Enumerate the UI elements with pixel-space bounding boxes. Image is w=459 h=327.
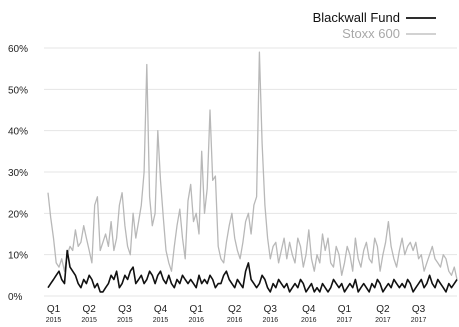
x-tick-quarter: Q2 (83, 304, 97, 315)
legend-label: Stoxx 600 (342, 26, 400, 41)
x-tick-quarter: Q2 (376, 304, 390, 315)
series-line-stoxx-600 (47, 51, 458, 280)
x-tick-quarter: Q1 (338, 304, 352, 315)
y-tick-label: 30% (8, 168, 28, 179)
series-line-blackwall-fund (47, 249, 458, 293)
x-tick-year: 2016 (188, 317, 204, 324)
x-tick-quarter: Q4 (302, 304, 316, 315)
x-tick-quarter: Q1 (190, 304, 204, 315)
gridlines (44, 47, 457, 297)
x-tick-year: 2015 (153, 317, 169, 324)
x-tick-year: 2016 (263, 317, 279, 324)
x-tick-year: 2015 (46, 317, 62, 324)
x-axis-ticks: Q1 2015 Q2 2015 Q3 2015 Q4 2015 Q1 2016 Q2 2016 Q3 20… (46, 304, 427, 324)
legend-label: Blackwall Fund (313, 10, 400, 25)
x-tick-quarter: Q4 (154, 304, 168, 315)
x-tick-quarter: Q3 (118, 304, 132, 315)
x-tick-year: 2017 (375, 317, 391, 324)
x-tick-year: 2015 (81, 317, 97, 324)
x-tick-quarter: Q1 (47, 304, 61, 315)
y-tick-label: 20% (8, 209, 28, 220)
x-tick-year: 2016 (301, 317, 317, 324)
y-axis-ticks: 0% 10% 20% 30% 40% 50% 60% (8, 44, 28, 303)
y-tick-label: 60% (8, 44, 28, 55)
x-tick-year: 2017 (411, 317, 427, 324)
x-tick-year: 2017 (337, 317, 353, 324)
x-tick-quarter: Q3 (264, 304, 278, 315)
x-tick-year: 2015 (117, 317, 133, 324)
series-lines (47, 51, 458, 293)
x-tick-quarter: Q3 (412, 304, 426, 315)
x-tick-quarter: Q2 (228, 304, 242, 315)
y-tick-label: 0% (8, 292, 23, 303)
x-tick-year: 2016 (227, 317, 243, 324)
y-tick-label: 40% (8, 127, 28, 138)
y-tick-label: 50% (8, 85, 28, 96)
y-tick-label: 10% (8, 251, 28, 262)
